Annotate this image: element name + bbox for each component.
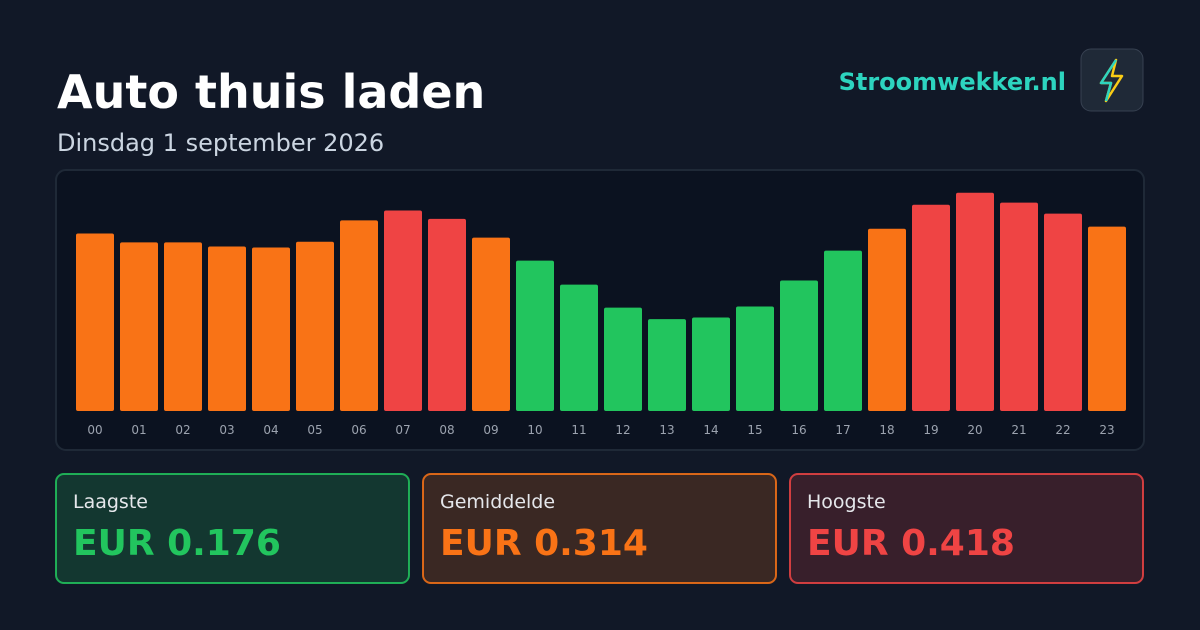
x-tick-label: 21: [1011, 423, 1026, 437]
brand: Stroomwekker.nl: [839, 68, 1066, 96]
x-tick-label: 04: [263, 423, 278, 437]
x-tick-label: 14: [703, 423, 718, 437]
stat-card: [789, 473, 1144, 584]
stat-value: EUR 0.418: [807, 523, 1015, 564]
bar: [824, 250, 862, 411]
bar: [604, 307, 642, 411]
x-tick-label: 19: [923, 423, 938, 437]
bar: [384, 210, 422, 411]
x-tick-label: 23: [1099, 423, 1114, 437]
stat-value: EUR 0.314: [440, 523, 648, 564]
stat-label: Gemiddelde: [440, 491, 555, 513]
x-tick-label: 13: [659, 423, 674, 437]
stat-label: Hoogste: [807, 491, 886, 513]
x-tick-label: 18: [879, 423, 894, 437]
x-tick-label: 12: [615, 423, 630, 437]
x-tick-label: 10: [527, 423, 542, 437]
bar: [296, 241, 334, 411]
bar: [516, 260, 554, 411]
logo-bolt-accent: [1099, 59, 1118, 102]
x-tick-label: 07: [395, 423, 410, 437]
x-tick-label: 17: [835, 423, 850, 437]
bar: [472, 237, 510, 411]
stats: Laagste EUR 0.176 Gemiddelde EUR 0.314 Hoogs…: [55, 473, 1144, 584]
x-tick-label: 09: [483, 423, 498, 437]
x-tick-label: 16: [791, 423, 806, 437]
bar: [208, 246, 246, 411]
x-tick-label: 11: [571, 423, 586, 437]
stat-card: [55, 473, 410, 584]
stat-label: Laagste: [73, 491, 148, 513]
bar: [340, 220, 378, 411]
subtitle: Dinsdag 1 september 2026: [57, 129, 384, 157]
x-tick-label: 06: [351, 423, 366, 437]
x-tick-label: 00: [87, 423, 102, 437]
title: Auto thuis laden: [57, 65, 485, 119]
bar: [780, 280, 818, 411]
bar: [120, 242, 158, 411]
x-tick-label: 22: [1055, 423, 1070, 437]
bar: [164, 242, 202, 411]
x-tick-label: 08: [439, 423, 454, 437]
logo-box: [1080, 48, 1144, 112]
bar: [428, 218, 466, 411]
x-tick-label: 20: [967, 423, 982, 437]
bar: [736, 306, 774, 411]
bar: [1044, 213, 1082, 411]
bars: 00 01 02 03 04 05 06 07 08 09 10 11 12 13 14 15 16 17 18 19…: [76, 192, 1126, 437]
stat-card: [422, 473, 777, 584]
bar: [912, 204, 950, 411]
bar: [692, 317, 730, 411]
bar: [560, 284, 598, 411]
x-tick-label: 03: [219, 423, 234, 437]
bar: [76, 233, 114, 411]
x-tick-label: 15: [747, 423, 762, 437]
bar: [956, 192, 994, 411]
bar: [648, 319, 686, 411]
bar: [1000, 202, 1038, 411]
x-tick-label: 05: [307, 423, 322, 437]
x-tick-label: 01: [131, 423, 146, 437]
stat-value: EUR 0.176: [73, 523, 281, 564]
x-tick-label: 02: [175, 423, 190, 437]
bar: [1088, 226, 1126, 411]
bar: [252, 247, 290, 411]
bar: [868, 228, 906, 411]
